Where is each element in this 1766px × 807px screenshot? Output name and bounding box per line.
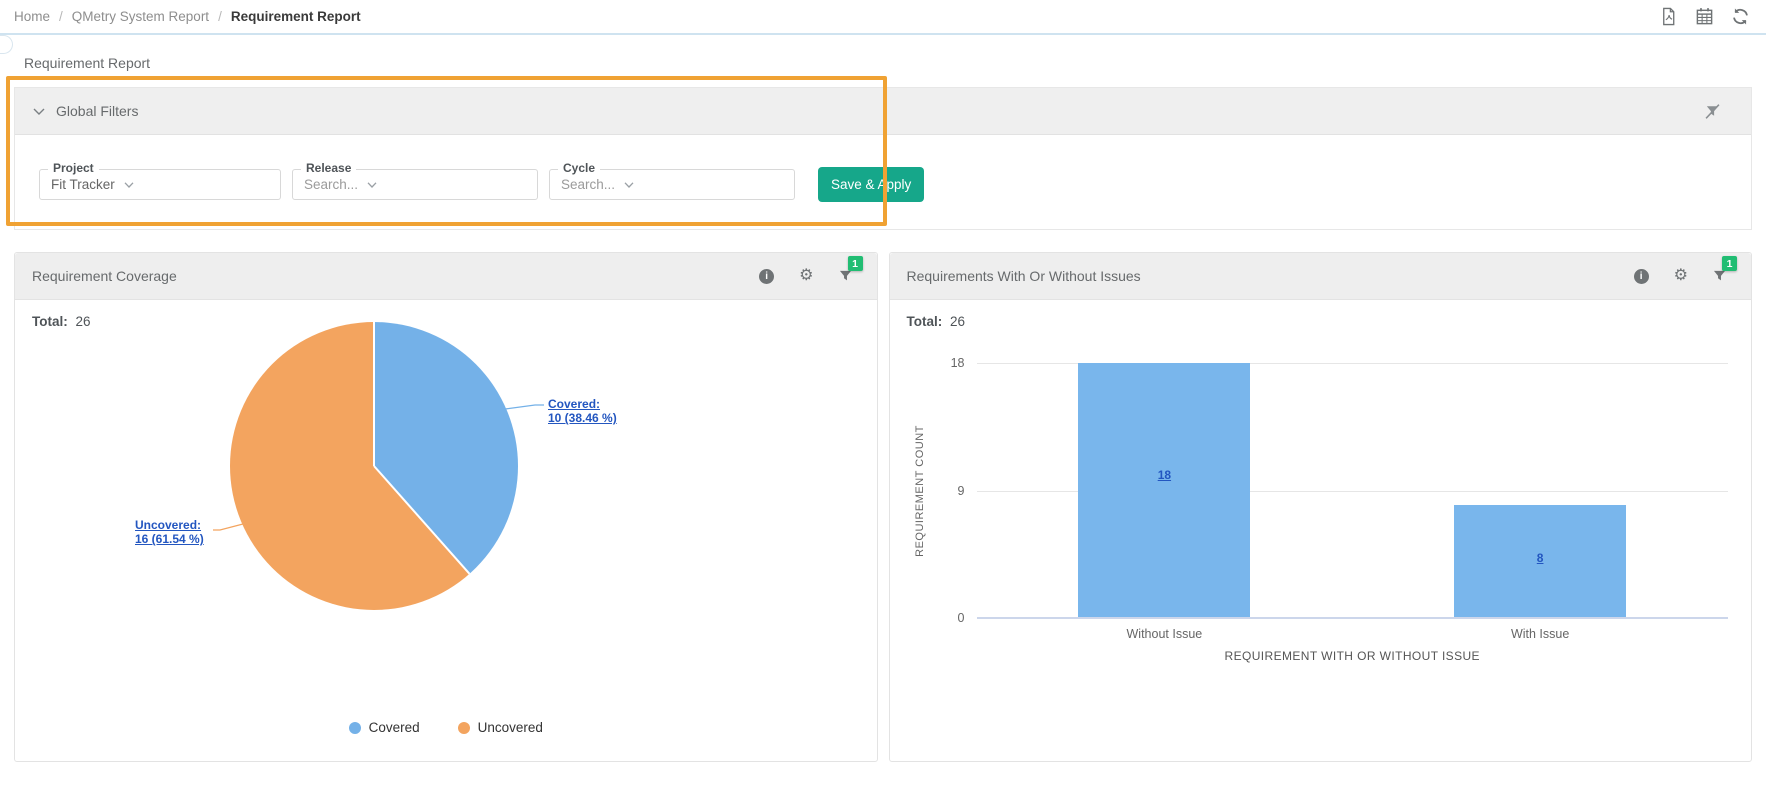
- save-and-apply-button[interactable]: Save & Apply: [818, 167, 925, 202]
- x-axis-line: [976, 617, 1728, 619]
- gridline: [976, 363, 1728, 364]
- info-icon[interactable]: i: [759, 268, 775, 284]
- total-label: Total:: [32, 314, 68, 329]
- breadcrumb-home[interactable]: Home: [14, 9, 51, 24]
- release-filter-dropdown[interactable]: Release Search...: [292, 161, 538, 200]
- scheduler-icon[interactable]: [1695, 7, 1714, 26]
- total-value: 26: [75, 314, 91, 329]
- legend-dot-uncovered: [457, 721, 470, 734]
- cycle-filter-placeholder: Search...: [561, 177, 616, 192]
- bar-slot: 18: [977, 363, 1353, 618]
- breadcrumb-current-page: Requirement Report: [230, 9, 361, 24]
- left-edge-drawer-handle[interactable]: [0, 35, 13, 54]
- panel-title: Requirement Coverage: [32, 268, 177, 284]
- pie-slice-border: [373, 322, 375, 466]
- breadcrumb-separator: /: [59, 9, 63, 24]
- release-filter-placeholder: Search...: [304, 177, 359, 192]
- filter-count-badge: 1: [847, 256, 863, 271]
- covered-link-line2[interactable]: 10 (38.46 %): [548, 411, 617, 426]
- chart-legend: Covered Uncovered: [15, 720, 877, 735]
- chevron-down-icon: [124, 181, 134, 188]
- total-value: 26: [950, 314, 966, 329]
- pie-label-uncovered[interactable]: Uncovered: 16 (61.54 %): [135, 518, 204, 547]
- gridline: [976, 490, 1728, 492]
- total-line: Total: 26: [32, 314, 860, 329]
- release-filter-label: Release: [301, 161, 357, 175]
- y-axis-tick: 9: [957, 483, 965, 498]
- bar-with-issue[interactable]: 8: [1454, 504, 1627, 618]
- topbar: Home / QMetry System Report / Requiremen…: [0, 0, 1766, 33]
- pie-slice-border: [373, 465, 471, 575]
- breadcrumb-qmetry-system-report[interactable]: QMetry System Report: [71, 9, 210, 24]
- total-line: Total: 26: [907, 314, 1735, 329]
- refresh-icon[interactable]: [1731, 7, 1750, 26]
- collapse-chevron-icon[interactable]: [33, 108, 45, 115]
- requirements-issues-panel: Requirements With Or Without Issues i ⚙ …: [888, 252, 1752, 762]
- requirement-coverage-header: Requirement Coverage i ⚙ 1: [15, 253, 877, 300]
- y-axis-title: REQUIREMENT COUNT: [913, 424, 926, 557]
- project-filter-value: Fit Tracker: [51, 177, 115, 192]
- page-title: Requirement Report: [24, 55, 151, 71]
- requirement-coverage-panel: Requirement Coverage i ⚙ 1 Total: 26: [14, 252, 878, 762]
- legend-label-uncovered: Uncovered: [477, 720, 543, 735]
- settings-gear-icon[interactable]: ⚙: [799, 267, 814, 284]
- pie-label-covered[interactable]: Covered: 10 (38.46 %): [548, 397, 617, 426]
- clear-filter-icon[interactable]: [1704, 103, 1733, 120]
- covered-link-line1[interactable]: Covered:: [548, 397, 601, 411]
- bar-chart-plot-area: 18 8: [976, 363, 1728, 619]
- panel-actions: i ⚙ 1: [1633, 256, 1737, 284]
- panel-title: Requirements With Or Without Issues: [906, 268, 1141, 284]
- info-icon[interactable]: i: [1633, 268, 1649, 284]
- y-axis-tick: 0: [957, 611, 965, 625]
- requirements-issues-body: Total: 26 REQUIREMENT COUNT 18 9 0: [890, 300, 1752, 761]
- project-filter-label: Project: [48, 161, 99, 175]
- legend-item-covered[interactable]: Covered: [348, 720, 420, 735]
- cycle-filter-label: Cycle: [558, 161, 601, 175]
- uncovered-link-line1[interactable]: Uncovered:: [135, 518, 202, 532]
- pie-chart[interactable]: [230, 322, 518, 610]
- x-axis-category: With Issue: [1510, 627, 1570, 641]
- requirements-issues-header: Requirements With Or Without Issues i ⚙ …: [889, 253, 1751, 300]
- filter-icon[interactable]: 1: [1713, 256, 1737, 282]
- total-label: Total:: [906, 314, 943, 329]
- global-filters-title: Global Filters: [56, 103, 139, 119]
- topbar-divider: [0, 33, 1766, 35]
- settings-gear-icon[interactable]: ⚙: [1673, 267, 1688, 284]
- bar-slot: 8: [1352, 363, 1728, 618]
- uncovered-link-line2[interactable]: 16 (61.54 %): [135, 532, 204, 547]
- legend-label-covered: Covered: [368, 720, 420, 735]
- topbar-actions: [1659, 7, 1750, 26]
- breadcrumb-separator: /: [218, 9, 222, 24]
- y-axis-ticks: 18 9 0: [933, 356, 977, 625]
- x-axis-title: REQUIREMENT WITH OR WITHOUT ISSUE: [1224, 649, 1480, 663]
- covered-connector: [504, 404, 544, 410]
- uncovered-connector: [213, 523, 244, 531]
- breadcrumb: Home / QMetry System Report / Requiremen…: [14, 9, 361, 24]
- project-filter-dropdown[interactable]: Project Fit Tracker: [39, 161, 281, 200]
- filter-count-badge: 1: [1722, 256, 1737, 271]
- x-axis-category-labels: Without Issue With Issue: [977, 627, 1729, 641]
- global-filters-body: Project Fit Tracker Release Search... Cy…: [15, 135, 1751, 229]
- x-axis-category: Without Issue: [1126, 627, 1203, 641]
- requirement-coverage-body: Total: 26 Covered: 10 (38.46 %) Uncovere…: [15, 300, 877, 761]
- cycle-filter-dropdown[interactable]: Cycle Search...: [549, 161, 795, 200]
- legend-item-uncovered[interactable]: Uncovered: [457, 720, 543, 735]
- y-axis-tick: 18: [950, 356, 965, 370]
- filter-icon[interactable]: 1: [839, 256, 863, 282]
- chevron-down-icon: [367, 181, 377, 188]
- chevron-down-icon: [624, 181, 634, 188]
- report-widgets: Requirement Coverage i ⚙ 1 Total: 26: [14, 252, 1752, 762]
- global-filters-section: Global Filters Project Fit Tracker Relea…: [6, 76, 1752, 230]
- pdf-export-icon[interactable]: [1659, 7, 1678, 26]
- global-filters-header[interactable]: Global Filters: [15, 88, 1751, 135]
- bar-value-link-without-issue[interactable]: 18: [1157, 467, 1172, 482]
- bar-without-issue[interactable]: 18: [1078, 363, 1251, 618]
- panel-actions: i ⚙ 1: [759, 256, 863, 284]
- legend-dot-covered: [348, 721, 361, 734]
- bar-chart: REQUIREMENT COUNT 18 9 0 18: [907, 356, 1728, 625]
- bar-value-link-with-issue[interactable]: 8: [1536, 551, 1544, 566]
